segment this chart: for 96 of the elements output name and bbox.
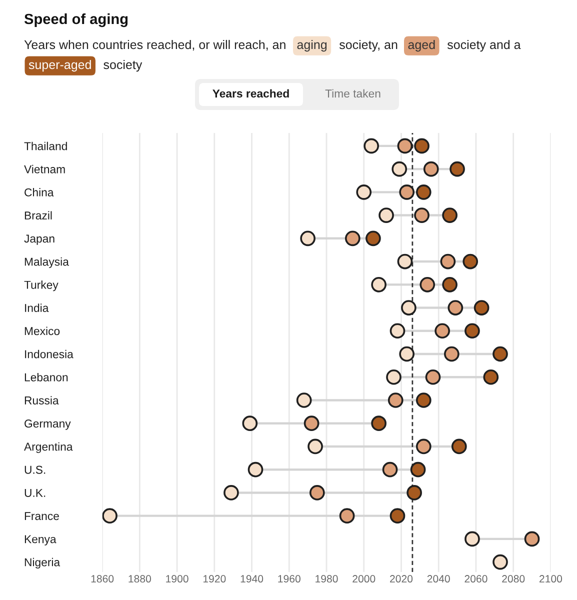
point	[339, 508, 355, 524]
point	[399, 184, 415, 200]
point	[420, 276, 436, 292]
text: society, an	[339, 40, 398, 52]
point	[382, 462, 398, 478]
point	[397, 254, 413, 270]
y-tick-label: Turkey	[24, 280, 58, 292]
y-tick-label: Malaysia	[24, 257, 69, 268]
point	[462, 254, 478, 270]
point	[410, 462, 426, 478]
text: super-aged	[28, 60, 91, 72]
x-tick-label: 2000	[352, 575, 376, 583]
point	[492, 554, 508, 570]
point	[309, 485, 325, 500]
x-tick-label: 2080	[502, 575, 525, 583]
point	[442, 276, 458, 292]
y-tick-label: U.K.	[24, 489, 46, 497]
text: aging	[297, 40, 327, 52]
point	[388, 392, 404, 408]
point	[304, 416, 320, 432]
point	[366, 230, 381, 246]
point	[524, 531, 540, 547]
y-tick-label: Vietnam	[24, 164, 65, 174]
point	[492, 346, 508, 362]
point	[371, 276, 386, 292]
chart-subtitle: Years when countries reached, or will reach, an	[24, 40, 286, 51]
y-tick-label: Kenya	[24, 535, 56, 546]
x-tick-label: 2100	[539, 575, 562, 583]
point	[386, 369, 402, 385]
point	[416, 184, 432, 200]
point	[248, 462, 264, 478]
text: society	[104, 60, 142, 72]
y-tick-label: Thailand	[24, 142, 67, 150]
chart-title: Speed of aging	[24, 13, 128, 28]
point	[102, 508, 118, 524]
text: Years reached	[212, 89, 289, 98]
x-tick-label: 1980	[316, 575, 338, 583]
point	[451, 438, 467, 454]
text: Time taken	[325, 89, 380, 98]
point	[434, 323, 450, 339]
y-tick-label: Mexico	[24, 326, 60, 336]
point	[406, 485, 422, 500]
point	[464, 531, 480, 547]
point	[464, 323, 480, 339]
x-tick-label: 1860	[91, 575, 114, 583]
x-tick-label: 1960	[278, 575, 300, 583]
x-tick-label: 1900	[166, 575, 188, 583]
point	[483, 369, 499, 385]
point	[444, 346, 460, 362]
point	[344, 230, 360, 246]
y-tick-label: Brazil	[24, 211, 52, 220]
point	[392, 161, 408, 177]
y-tick-label: China	[24, 188, 54, 196]
y-tick-label: Nigeria	[24, 558, 60, 569]
point	[442, 208, 458, 223]
point	[371, 416, 386, 432]
point	[399, 346, 415, 362]
x-tick-label: 2040	[427, 575, 450, 583]
point	[423, 161, 439, 177]
point	[397, 138, 413, 154]
y-tick-label: U.S.	[24, 466, 46, 474]
point	[308, 438, 323, 454]
y-tick-label: Lebanon	[24, 372, 68, 382]
point	[378, 208, 394, 223]
point	[401, 300, 416, 316]
y-tick-label: Russia	[24, 396, 59, 404]
y-tick-label: Germany	[24, 420, 71, 430]
text: aged	[408, 40, 435, 52]
point	[440, 254, 456, 270]
y-tick-label: Indonesia	[25, 350, 74, 358]
point	[474, 300, 490, 316]
x-tick-label: 1940	[240, 575, 264, 583]
point	[414, 138, 430, 154]
text: society and a	[447, 40, 521, 52]
x-tick-label: 2060	[464, 575, 488, 583]
x-tick-label: 1880	[128, 575, 151, 583]
point	[390, 508, 406, 524]
point	[242, 416, 258, 432]
point	[300, 230, 316, 246]
point	[416, 392, 432, 408]
point	[296, 392, 312, 408]
point	[356, 184, 372, 200]
point	[390, 323, 406, 339]
x-tick-label: 1920	[203, 575, 226, 583]
point	[224, 485, 239, 500]
point	[414, 208, 430, 223]
y-tick-label: France	[24, 512, 59, 520]
y-tick-label: India	[25, 304, 49, 312]
y-tick-label: Japan	[24, 234, 54, 245]
point	[450, 161, 465, 177]
point	[425, 369, 441, 385]
point	[416, 438, 432, 454]
x-tick-label: 2020	[390, 575, 413, 583]
y-tick-label: Argentina	[24, 442, 73, 453]
point	[364, 138, 380, 154]
point	[448, 300, 464, 316]
